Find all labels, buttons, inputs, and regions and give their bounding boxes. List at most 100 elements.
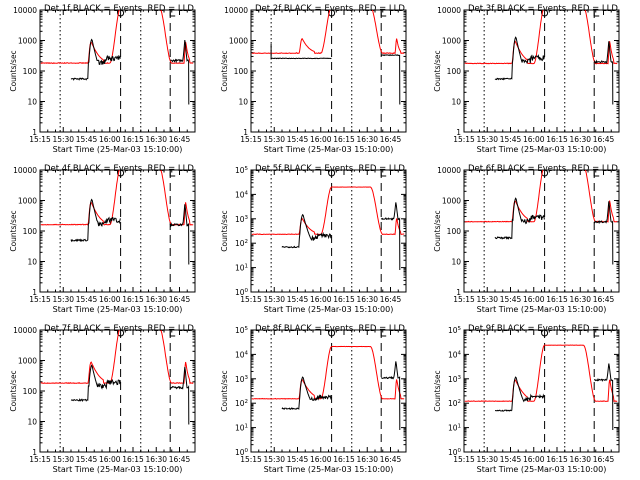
attenuator-out-marker: [169, 10, 176, 17]
y-tick-label: 103: [235, 215, 249, 224]
panel-7: Det 7f BLACK = Events, RED = LLD 1 10 100 10…: [9, 324, 196, 474]
x-tick-label: 16:30: [145, 295, 167, 304]
y-tick-exponent: 5: [458, 326, 462, 332]
y-tick-label: 10: [451, 258, 461, 267]
x-tick-label: 16:45: [380, 135, 402, 144]
plot-frame: [39, 329, 196, 453]
x-tick-label: 15:15: [240, 295, 262, 304]
y-tick-label: 100: [23, 227, 38, 236]
x-tick-label: 16:15: [122, 135, 144, 144]
y-tick-label: 103: [235, 375, 249, 384]
attenuator-in-marker: [117, 329, 125, 337]
plot-frame: [463, 329, 620, 453]
y-tick-label: 10: [451, 98, 461, 107]
x-tick-label: 15:45: [287, 295, 309, 304]
x-tick-label: 15:15: [453, 295, 475, 304]
x-tick-label: 16:30: [356, 295, 378, 304]
x-tick-label: 15:45: [500, 295, 522, 304]
x-tick-label: 16:45: [593, 295, 615, 304]
y-tick-exponent: 4: [458, 350, 462, 356]
y-tick-exponent: 3: [245, 375, 249, 381]
x-tick-label: 15:30: [476, 295, 498, 304]
series-lld-red: [40, 170, 194, 226]
y-tick-exponent: 1: [245, 424, 249, 430]
x-tick-label: 15:15: [453, 455, 475, 464]
y-tick-label: 10000: [437, 6, 461, 15]
x-tick-label: 16:15: [122, 295, 144, 304]
y-tick-label: 1: [32, 128, 37, 137]
x-tick-label: 16:30: [145, 455, 167, 464]
y-tick-exponent: 2: [458, 399, 462, 405]
x-tick-label: 16:00: [99, 135, 121, 144]
x-tick-label: 15:45: [76, 135, 98, 144]
x-tick-label: 16:30: [145, 135, 167, 144]
x-tick-label: 16:45: [593, 455, 615, 464]
x-axis-label: Start Time (25-Mar-03 15:10:00): [53, 465, 183, 474]
series-events-black: [169, 204, 190, 265]
x-axis-label: Start Time (25-Mar-03 15:10:00): [53, 145, 183, 154]
series-events-black: [169, 366, 190, 425]
attenuator-out-marker: [380, 10, 387, 17]
series-lld-red: [464, 10, 618, 65]
x-tick-label: 16:00: [99, 295, 121, 304]
panel-8: Det 8f BLACK = Events, RED = LLD10010110…: [220, 324, 407, 474]
x-tick-label: 16:45: [169, 295, 191, 304]
x-tick-label: 15:45: [287, 455, 309, 464]
x-tick-label: 16:15: [333, 295, 355, 304]
x-tick-label: 16:30: [356, 135, 378, 144]
x-axis-label: Start Time (25-Mar-03 15:10:00): [264, 465, 394, 474]
y-tick-label: 10: [238, 98, 248, 107]
y-tick-label: 10000: [13, 6, 37, 15]
panel-4: Det 4f BLACK = Events, RED = LLD 1 10 100 10…: [9, 164, 196, 314]
panel-6: Det 6f BLACK = Events, RED = LLD 1 10 100 10…: [433, 164, 620, 314]
attenuator-out-marker: [169, 170, 176, 177]
panel-2: Det 2f BLACK = Events, RED = LLD 1 10 100 10…: [220, 4, 407, 154]
series-events-black: [270, 43, 332, 60]
series-lld-red: [251, 186, 405, 236]
x-tick-label: 16:45: [593, 135, 615, 144]
x-tick-label: 16:30: [569, 455, 591, 464]
y-tick-label: 1: [243, 128, 248, 137]
y-tick-label: 10: [27, 98, 37, 107]
series-lld-red: [40, 10, 194, 64]
x-tick-label: 15:30: [52, 455, 74, 464]
y-tick-label: 1000: [18, 197, 37, 206]
y-tick-label: 104: [448, 350, 462, 359]
y-axis-label: Counts/sec: [9, 50, 18, 91]
y-tick-exponent: 2: [245, 399, 249, 405]
x-tick-label: 15:30: [263, 455, 285, 464]
panel-title: Det 9f BLACK = Events, RED = LLD: [468, 324, 618, 334]
plot-frame: [39, 9, 196, 133]
y-tick-exponent: 4: [245, 350, 249, 356]
x-tick-label: 16:30: [569, 295, 591, 304]
x-tick-label: 15:30: [476, 135, 498, 144]
y-tick-exponent: 3: [245, 215, 249, 221]
x-tick-label: 16:00: [310, 455, 332, 464]
y-tick-label: 104: [235, 190, 249, 199]
y-tick-label: 105: [235, 326, 249, 335]
plot-frame: [463, 169, 620, 293]
x-axis-label: Start Time (25-Mar-03 15:10:00): [264, 305, 394, 314]
series-events-black: [494, 197, 545, 240]
x-tick-label: 15:15: [29, 295, 51, 304]
y-tick-label: 100: [235, 448, 249, 457]
x-tick-label: 16:45: [169, 135, 191, 144]
plot-frame: [463, 9, 620, 133]
y-tick-exponent: 3: [458, 375, 462, 381]
panel-5: Det 5f BLACK = Events, RED = LLD10010110…: [220, 164, 407, 314]
attenuator-in-marker: [541, 329, 549, 337]
y-axis-label: Counts/sec: [220, 210, 229, 251]
y-tick-label: 1: [32, 448, 37, 457]
attenuator-in-marker: [328, 329, 336, 337]
y-tick-label: 105: [235, 166, 249, 175]
y-axis-label: Counts/sec: [433, 370, 442, 411]
y-tick-label: 101: [235, 264, 248, 273]
x-tick-label: 16:45: [169, 455, 191, 464]
y-tick-label: 100: [235, 288, 249, 297]
series-events-black: [281, 213, 332, 249]
series-events-black: [281, 376, 332, 411]
attenuator-out-marker: [593, 170, 600, 177]
x-tick-label: 16:15: [333, 135, 355, 144]
series-events-black: [380, 54, 401, 105]
y-tick-label: 1: [456, 288, 461, 297]
